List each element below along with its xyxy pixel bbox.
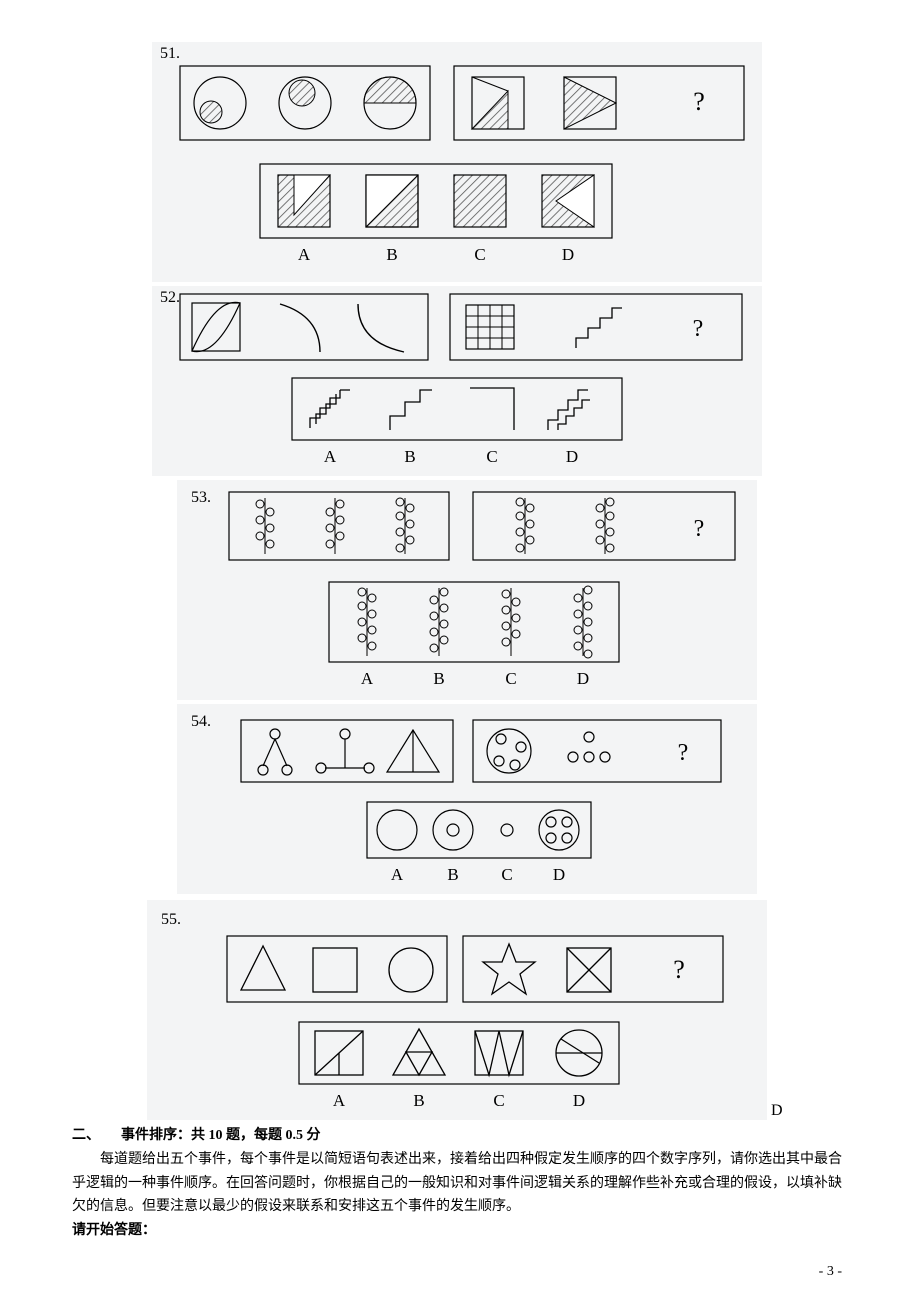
q52-figure: 52. ? xyxy=(72,286,848,476)
q55-qmark: ? xyxy=(673,955,685,984)
q51-label: 51. xyxy=(160,45,180,62)
section2-heading: 二、 事件排序：共 10 题，每题 0.5 分 xyxy=(72,1124,848,1148)
q55-opt-a: A xyxy=(333,1091,346,1110)
section2-start: 请开始答题： xyxy=(72,1219,848,1243)
q54-opt-d: D xyxy=(553,865,565,884)
q51-qmark: ? xyxy=(693,87,705,116)
q55-label: 55. xyxy=(161,911,181,928)
q53-figure: 53. ? xyxy=(72,480,848,700)
q52-opt-a: A xyxy=(324,447,337,466)
q52-label: 52. xyxy=(160,289,180,306)
q53-opt-d: D xyxy=(577,669,589,688)
q52-qmark: ? xyxy=(693,316,704,342)
q53-label: 53. xyxy=(191,489,211,506)
q51-opt-b: B xyxy=(386,245,397,264)
q55-opt-c: C xyxy=(493,1091,504,1110)
section2-para: 每道题给出五个事件，每个事件是以简短语句表述出来，接着给出四种假定发生顺序的四个… xyxy=(72,1148,848,1219)
q52-opt-b: B xyxy=(404,447,415,466)
q54-qmark: ? xyxy=(678,740,689,766)
q53-opt-c: C xyxy=(505,669,516,688)
heading-prefix: 二、 xyxy=(72,1128,93,1143)
q53-opt-a: A xyxy=(361,669,374,688)
q51-opt-d: D xyxy=(562,245,574,264)
heading-suffix: 分 xyxy=(307,1128,321,1143)
q55-opt-d: D xyxy=(573,1091,585,1110)
q53-qmark: ? xyxy=(694,516,705,542)
q54-opt-a: A xyxy=(391,865,404,884)
q54-opt-c: C xyxy=(501,865,512,884)
q54-figure: 54. ? xyxy=(72,704,848,894)
q51-figure: 51. ? xyxy=(72,42,848,282)
q51-opt-a: A xyxy=(298,245,311,264)
q52-opt-c: C xyxy=(486,447,497,466)
q54-label: 54. xyxy=(191,713,211,730)
after-q55-letter: D xyxy=(771,1097,783,1124)
q53-opt-b: B xyxy=(433,669,444,688)
heading-gap xyxy=(93,1128,121,1143)
q52-opt-d: D xyxy=(566,447,578,466)
heading-half: 0.5 xyxy=(286,1128,307,1143)
heading-main: 事件排序：共 xyxy=(121,1128,209,1143)
q55-figure: 55. ? xyxy=(72,900,767,1120)
heading-ten: 10 xyxy=(209,1128,227,1143)
q55-opt-b: B xyxy=(413,1091,424,1110)
page-number: - 3 - xyxy=(819,1260,842,1284)
q51-opt-c: C xyxy=(474,245,485,264)
q54-opt-b: B xyxy=(447,865,458,884)
heading-mid: 题，每题 xyxy=(226,1128,286,1143)
